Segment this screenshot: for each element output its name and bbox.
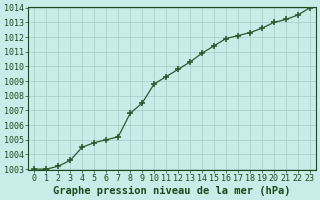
X-axis label: Graphe pression niveau de la mer (hPa): Graphe pression niveau de la mer (hPa) — [53, 186, 291, 196]
